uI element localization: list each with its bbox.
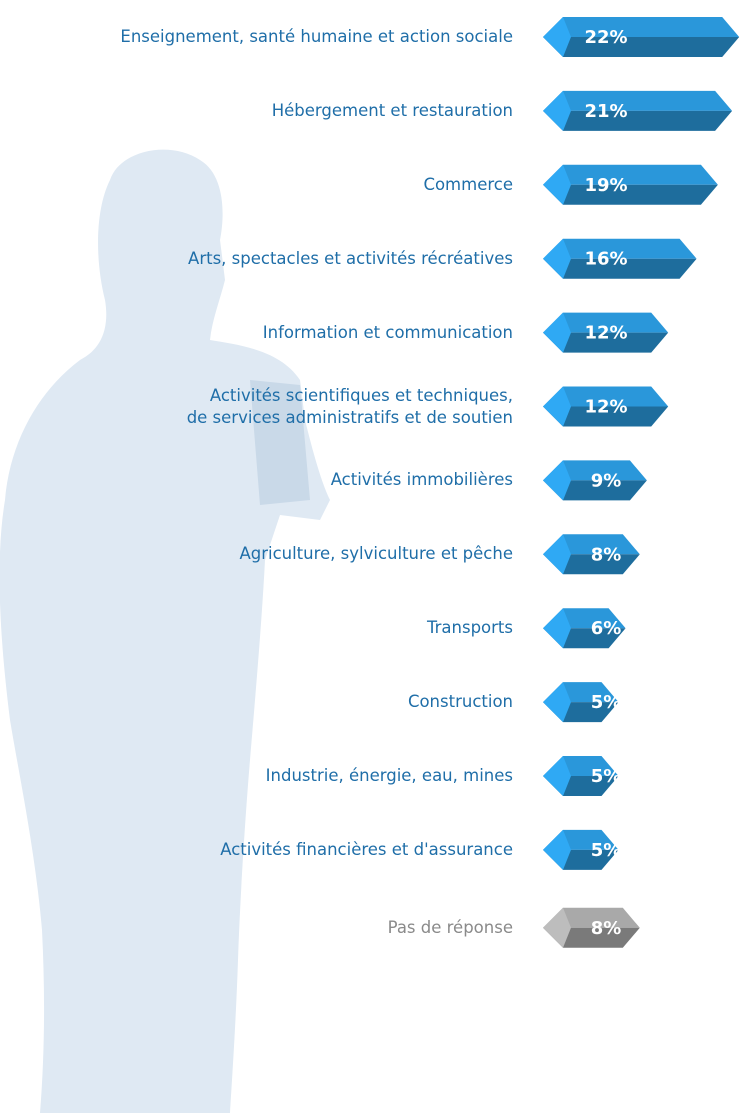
category-label: Information et communication [0,322,513,344]
value-label: 5% [591,840,622,861]
category-label: Arts, spectacles et activités récréative… [0,248,513,270]
value-label: 8% [591,918,622,939]
category-label: Activités financières et d'assurance [0,839,513,861]
category-label: Industrie, énergie, eau, mines [0,765,513,787]
value-label: 12% [584,323,627,344]
category-label: Hébergement et restauration [0,100,513,122]
category-label: Activités immobilières [0,469,513,491]
category-label: Agriculture, sylviculture et pêche [0,543,513,565]
value-label: 8% [591,544,622,565]
page: 22%21%19%16%12%12%9%8%6%5%5%5%8% (() => … [0,0,743,1113]
bar-bottom [543,111,732,131]
bar [543,17,739,57]
category-label: Commerce [0,174,513,196]
category-label: Pas de réponse [0,917,513,939]
value-label: 21% [584,101,627,122]
category-label: Enseignement, santé humaine et action so… [0,26,513,48]
value-label: 9% [591,470,622,491]
value-label: 16% [584,249,627,270]
bar-top [543,91,732,111]
category-label: Activités scientifiques et techniques, d… [0,385,513,429]
value-label: 19% [584,175,627,196]
value-label: 6% [591,618,622,639]
bar [543,165,718,205]
value-label: 12% [584,397,627,418]
bar [543,91,732,131]
value-label: 5% [591,766,622,787]
bar-bottom [543,37,739,57]
category-label: Transports [0,617,513,639]
value-label: 22% [584,27,627,48]
bar-top [543,17,739,37]
value-label: 5% [591,692,622,713]
category-label: Construction [0,691,513,713]
